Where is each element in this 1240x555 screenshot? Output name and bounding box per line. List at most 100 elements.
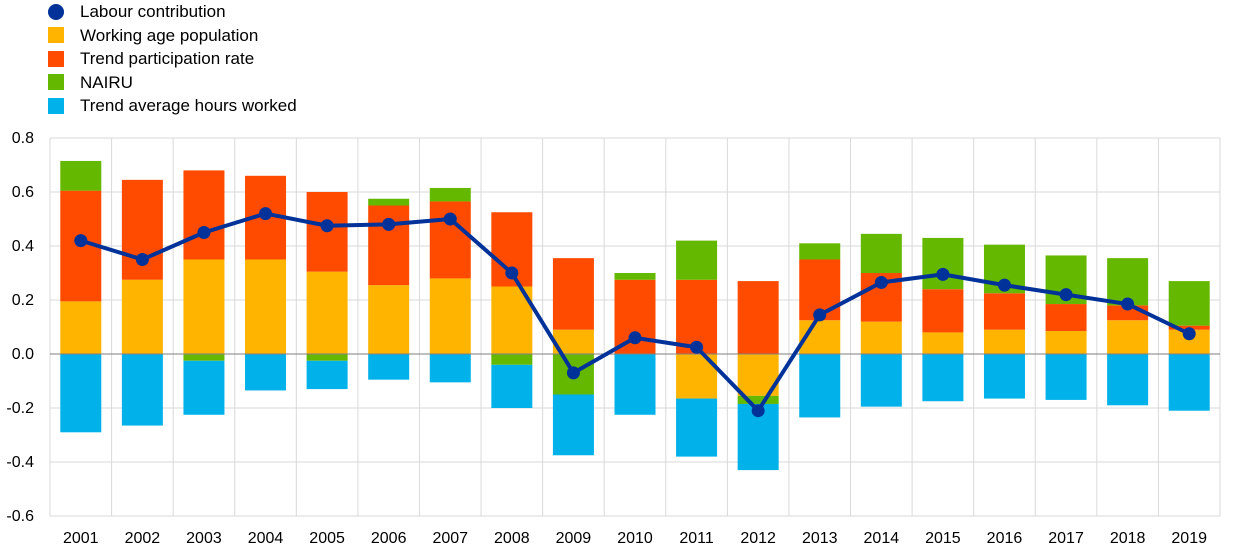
- x-tick-label: 2014: [864, 530, 900, 547]
- x-tick-label: 2012: [740, 530, 776, 547]
- bar-trend-average-hours-worked: [922, 354, 964, 402]
- bar-trend-participation-rate: [183, 170, 225, 260]
- point-labour-contribution: [74, 234, 88, 248]
- bar-trend-average-hours-worked: [1168, 354, 1210, 411]
- bar-trend-average-hours-worked: [1045, 354, 1087, 400]
- point-labour-contribution: [197, 226, 211, 239]
- bar-trend-average-hours-worked: [552, 394, 594, 456]
- bar-working-age-population: [245, 259, 287, 354]
- bar-nairu: [860, 233, 902, 273]
- bar-trend-average-hours-worked: [183, 360, 225, 415]
- point-labour-contribution: [135, 253, 149, 266]
- legend-item-trend-participation-rate: Trend participation rate: [48, 47, 297, 71]
- bar-nairu: [614, 273, 656, 280]
- legend-swatch-trend-average-hours-worked: [48, 97, 64, 114]
- bar-trend-average-hours-worked: [245, 354, 287, 391]
- bar-nairu: [306, 354, 348, 361]
- x-tick-label: 2013: [802, 530, 838, 547]
- bar-nairu: [799, 243, 841, 260]
- legend-label: Trend participation rate: [80, 49, 255, 69]
- point-labour-contribution: [320, 219, 334, 233]
- bar-trend-average-hours-worked: [368, 354, 410, 380]
- bar-nairu: [1168, 281, 1210, 326]
- bar-trend-average-hours-worked: [306, 360, 348, 390]
- x-tick-label: 2001: [63, 530, 99, 547]
- x-tick-label: 2005: [309, 530, 345, 547]
- bar-nairu: [676, 240, 718, 280]
- chart-legend: Labour contribution Working age populati…: [48, 0, 297, 118]
- legend-label: Working age population: [80, 25, 259, 45]
- bar-working-age-population: [860, 321, 902, 354]
- y-tick-label: -0.4: [6, 454, 34, 471]
- x-tick-label: 2006: [371, 530, 407, 547]
- legend-swatch-nairu: [48, 74, 64, 91]
- bar-working-age-population: [306, 271, 348, 354]
- x-tick-label: 2003: [186, 530, 222, 547]
- point-labour-contribution: [566, 366, 580, 380]
- bar-nairu: [183, 354, 225, 361]
- x-tick-label: 2007: [432, 530, 468, 547]
- bar-nairu: [922, 237, 964, 290]
- bar-working-age-population: [60, 301, 102, 354]
- x-tick-label: 2002: [125, 530, 161, 547]
- bar-nairu: [429, 187, 471, 202]
- bar-working-age-population: [183, 259, 225, 354]
- point-labour-contribution: [1182, 327, 1196, 341]
- y-tick-label: 0.8: [12, 130, 34, 147]
- x-tick-label: 2004: [248, 530, 284, 547]
- bar-working-age-population: [1045, 331, 1087, 354]
- y-tick-label: 0.4: [12, 238, 34, 255]
- bar-trend-average-hours-worked: [860, 354, 902, 407]
- bar-trend-average-hours-worked: [1107, 354, 1149, 406]
- bar-trend-participation-rate: [737, 281, 779, 354]
- bar-working-age-population: [368, 285, 410, 354]
- y-tick-label: -0.2: [6, 400, 34, 417]
- x-tick-label: 2010: [617, 530, 653, 547]
- bar-trend-participation-rate: [1045, 304, 1087, 332]
- point-labour-contribution: [690, 340, 704, 354]
- bar-trend-average-hours-worked: [676, 398, 718, 457]
- bar-trend-average-hours-worked: [121, 354, 163, 426]
- bar-trend-average-hours-worked: [799, 354, 841, 418]
- point-labour-contribution: [1059, 288, 1073, 302]
- legend-label: Trend average hours worked: [80, 96, 297, 116]
- legend-item-trend-average-hours-worked: Trend average hours worked: [48, 94, 297, 118]
- legend-label: Labour contribution: [80, 2, 226, 22]
- x-tick-label: 2016: [987, 530, 1023, 547]
- bar-trend-average-hours-worked: [60, 354, 102, 433]
- x-tick-label: 2008: [494, 530, 530, 547]
- legend-label: NAIRU: [80, 72, 133, 92]
- bar-working-age-population: [983, 329, 1025, 354]
- x-tick-label: 2018: [1110, 530, 1146, 547]
- bar-working-age-population: [1107, 320, 1149, 354]
- legend-item-nairu: NAIRU: [48, 71, 297, 95]
- bar-working-age-population: [429, 278, 471, 354]
- legend-item-labour-contribution: Labour contribution: [48, 0, 297, 24]
- x-tick-label: 2009: [556, 530, 592, 547]
- bar-working-age-population: [922, 332, 964, 354]
- bar-nairu: [1107, 258, 1149, 306]
- bar-trend-average-hours-worked: [491, 364, 533, 408]
- bar-trend-participation-rate: [368, 205, 410, 286]
- bar-trend-average-hours-worked: [614, 354, 656, 415]
- bar-nairu: [491, 354, 533, 365]
- bar-nairu: [368, 198, 410, 206]
- point-labour-contribution: [382, 217, 396, 231]
- y-tick-label: 0.6: [12, 184, 34, 201]
- x-tick-label: 2019: [1171, 530, 1207, 547]
- point-labour-contribution: [443, 212, 457, 226]
- y-tick-label: 0.0: [12, 346, 34, 363]
- point-labour-contribution: [628, 331, 642, 345]
- point-labour-contribution: [813, 308, 827, 322]
- legend-swatch-working-age-population: [48, 27, 64, 44]
- x-tick-label: 2015: [925, 530, 961, 547]
- point-labour-contribution: [936, 267, 950, 281]
- x-tick-label: 2017: [1048, 530, 1084, 547]
- bar-nairu: [737, 395, 779, 404]
- y-tick-label: 0.2: [12, 292, 34, 309]
- legend-item-working-age-population: Working age population: [48, 24, 297, 48]
- bar-trend-participation-rate: [922, 289, 964, 333]
- y-tick-label: -0.6: [6, 508, 34, 525]
- legend-swatch-labour-contribution: [48, 3, 64, 20]
- point-labour-contribution: [997, 278, 1011, 292]
